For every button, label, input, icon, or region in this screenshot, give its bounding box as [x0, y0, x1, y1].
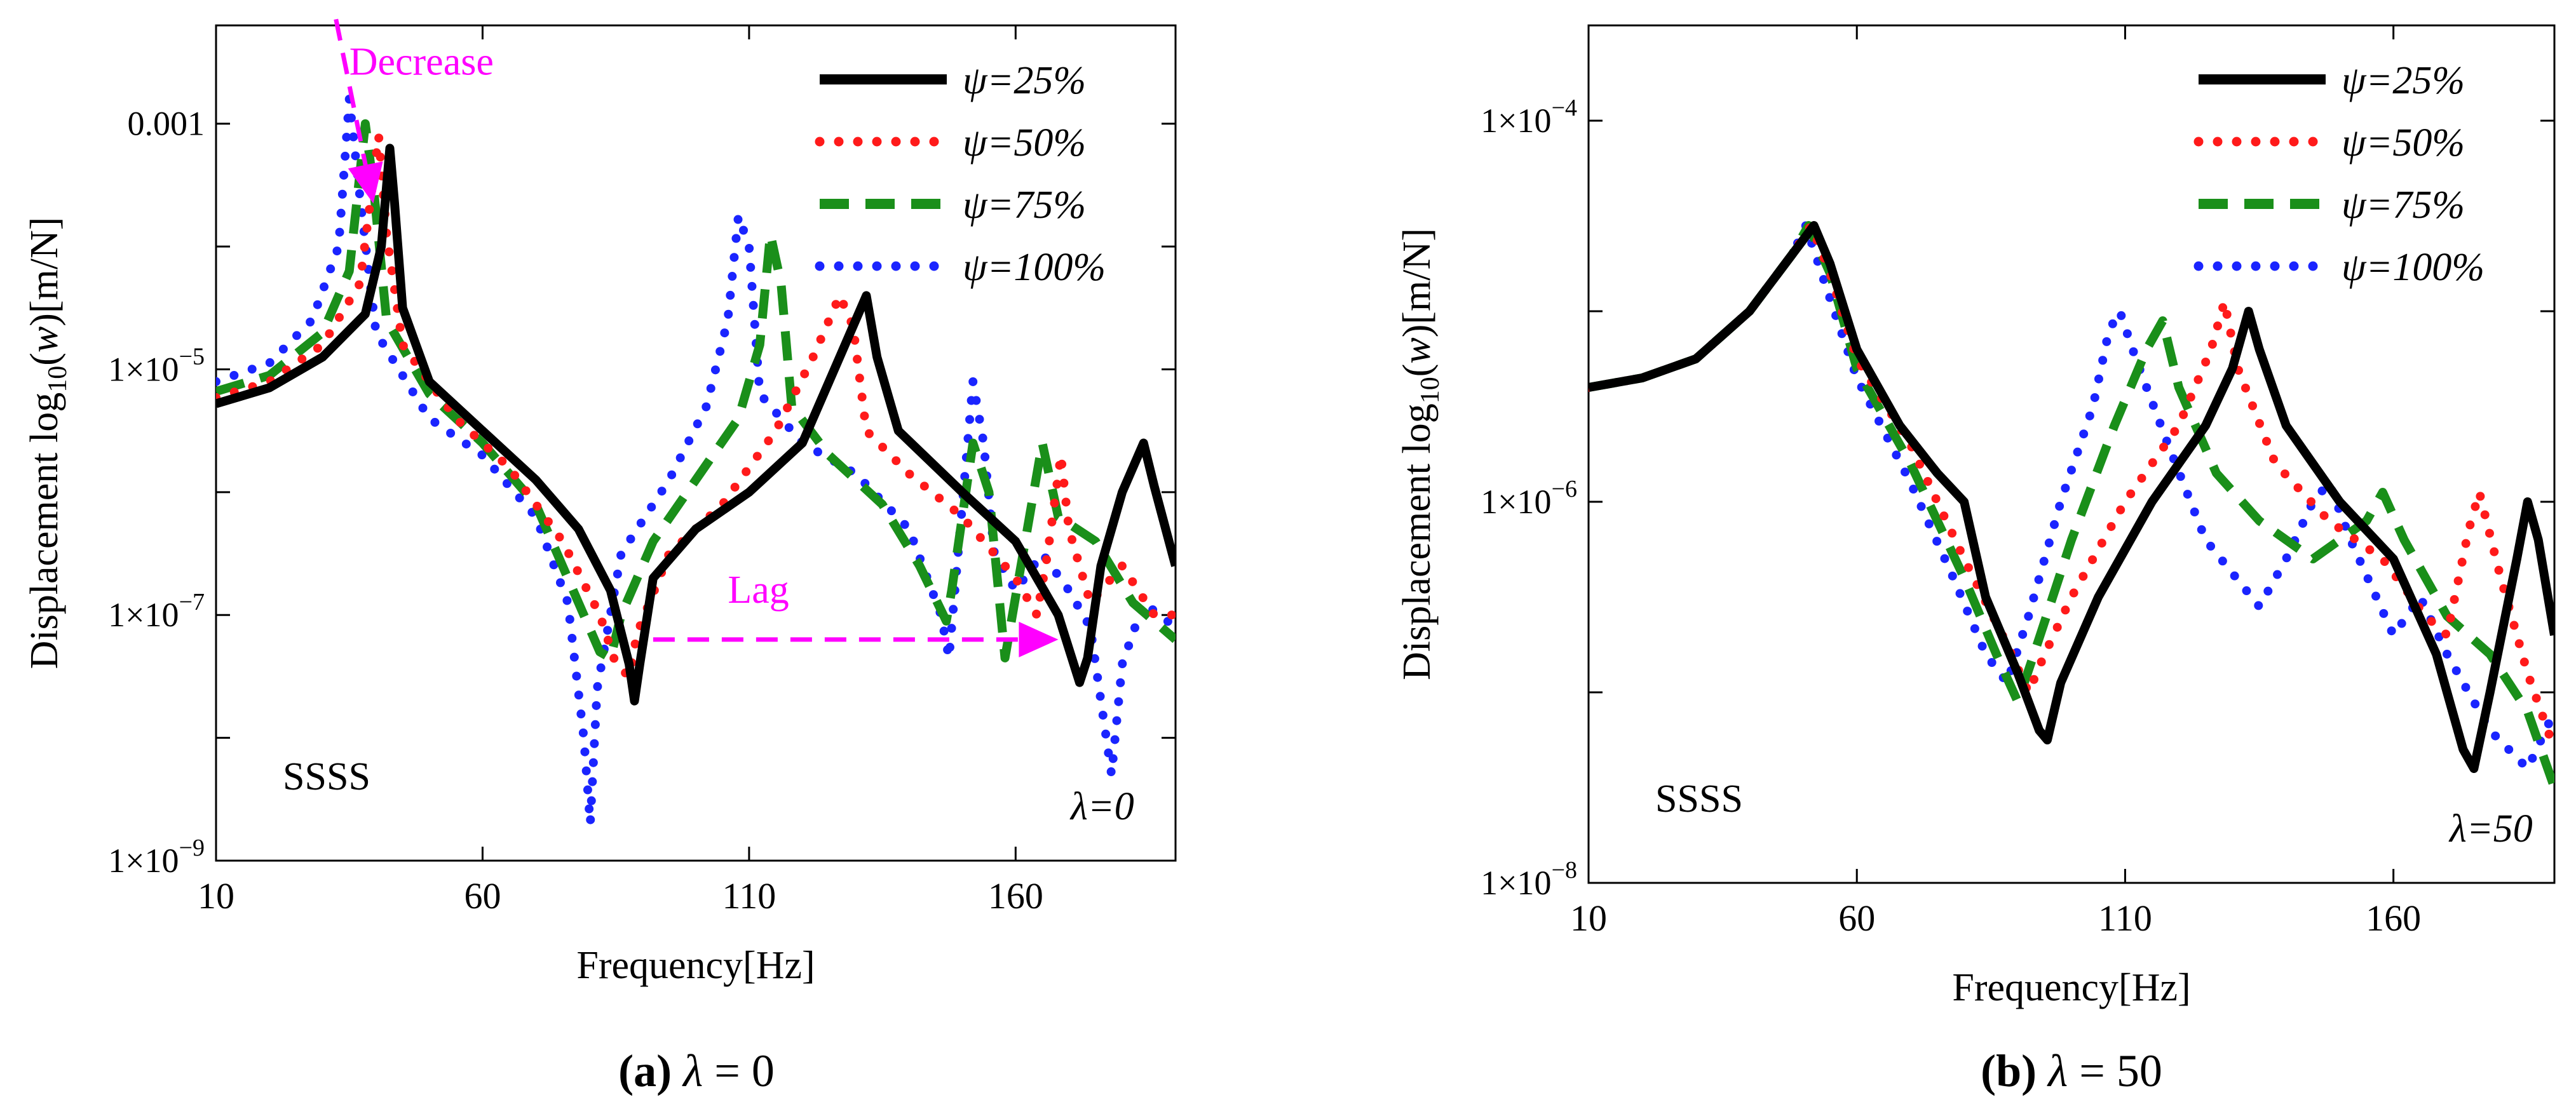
y-axis-label: Displacement log10(w)[m/N]: [1395, 228, 1445, 680]
y-axis-label-open: (: [23, 353, 66, 366]
y-tick-label: 1×10−6: [1481, 476, 1577, 521]
series-line-75pct: [216, 119, 1176, 662]
y-tick-mantissa: 1×10: [108, 596, 179, 634]
caption-letter: (a): [618, 1045, 672, 1096]
y-axis-label-prefix: Displacement log: [1395, 403, 1439, 680]
series-line-100pct: [216, 95, 1176, 828]
y-axis-label-close: )[m/N]: [23, 217, 66, 326]
panel-caption: (b) λ = 50: [1981, 1045, 2162, 1096]
legend-label: ψ=100%: [2342, 246, 2484, 289]
caption-symbol: λ: [2047, 1045, 2068, 1096]
y-tick-label: 1×10−7: [108, 589, 205, 634]
y-axis-label: Displacement log10(w)[m/N]: [23, 217, 72, 669]
series-line-25pct: [216, 144, 1176, 706]
y-tick-mantissa: 1×10: [1481, 483, 1551, 521]
annotation-label: Decrease: [349, 40, 494, 83]
x-tick-label: 160: [988, 875, 1043, 917]
x-tick-label: 110: [722, 875, 776, 917]
legend-label: ψ=50%: [2342, 121, 2465, 165]
annotation-label: Lag: [728, 568, 789, 612]
caption-space: [672, 1045, 683, 1096]
caption-equation: = 0: [714, 1045, 775, 1096]
x-tick-label: 10: [198, 875, 234, 917]
panel-caption: (a) λ = 0: [618, 1045, 775, 1096]
series-line-75pct: [1589, 221, 2554, 790]
legend-label: ψ=25%: [2342, 59, 2465, 102]
y-axis-label-var: w: [1395, 337, 1439, 363]
x-axis-label: Frequency[Hz]: [1952, 966, 2190, 1009]
y-tick-mantissa: 0.001: [128, 105, 205, 143]
caption-letter: (b): [1981, 1045, 2037, 1096]
x-axis-label: Frequency[Hz]: [576, 944, 815, 987]
x-tick-label: 10: [1570, 897, 1607, 939]
y-tick-label: 1×10−9: [108, 835, 205, 880]
annotation-arrow-shaft: [334, 18, 368, 166]
caption-space: [703, 1045, 714, 1096]
y-axis-label-sub: 10: [1416, 377, 1445, 403]
x-tick-label: 160: [2366, 897, 2421, 939]
legend-label: ψ=75%: [2342, 184, 2465, 227]
y-tick-mantissa: 1×10: [108, 350, 179, 388]
y-axis-label-prefix: Displacement log: [23, 393, 66, 669]
series-line-25pct: [1589, 221, 2554, 773]
y-tick-exponent: −6: [1552, 476, 1577, 502]
x-tick-label: 60: [1838, 897, 1875, 939]
caption-space: [2068, 1045, 2079, 1096]
boundary-label: SSSS: [1655, 777, 1743, 821]
y-tick-label: 0.001: [128, 105, 205, 143]
x-tick-label: 110: [2098, 897, 2152, 939]
y-tick-mantissa: 1×10: [1481, 102, 1551, 140]
y-tick-exponent: −5: [179, 343, 205, 370]
plot-frame: [1587, 24, 2556, 884]
series-line-50pct: [216, 131, 1176, 681]
series-line-100pct: [1589, 221, 2554, 773]
y-axis-label-var: w: [23, 326, 66, 353]
plot-frame: [215, 24, 1177, 862]
legend-label: ψ=100%: [963, 246, 1106, 289]
y-tick-exponent: −7: [179, 589, 205, 615]
y-tick-exponent: −8: [1552, 857, 1577, 884]
y-tick-label: 1×10−4: [1481, 95, 1577, 140]
chart-panel-a: 10 60 110 1600.0011×10−51×10−71×10−9Frequen…: [23, 18, 1177, 1096]
chart-panel-b: 10 60 110 1601×10−41×10−61×10−8Frequency[Hz…: [1395, 24, 2556, 1096]
series-line-50pct: [1589, 221, 2554, 754]
y-tick-label: 1×10−8: [1481, 857, 1577, 902]
annotation-arrow-head: [348, 161, 383, 204]
y-axis-label-sub: 10: [43, 366, 72, 393]
parameter-label: λ=50: [2448, 807, 2533, 850]
caption-equation: = 50: [2079, 1045, 2162, 1096]
y-tick-exponent: −4: [1552, 95, 1577, 121]
boundary-label: SSSS: [283, 755, 370, 798]
legend-label: ψ=50%: [963, 121, 1086, 165]
y-tick-exponent: −9: [179, 835, 205, 861]
caption-space: [2037, 1045, 2048, 1096]
parameter-label: λ=0: [1069, 785, 1134, 828]
y-axis-label-close: )[m/N]: [1395, 228, 1439, 337]
y-tick-label: 1×10−5: [108, 343, 205, 388]
legend-label: ψ=75%: [963, 184, 1086, 227]
legend-label: ψ=25%: [963, 59, 1086, 102]
x-tick-label: 60: [464, 875, 501, 917]
y-axis-label-open: (: [1395, 364, 1439, 377]
y-tick-mantissa: 1×10: [108, 842, 179, 880]
caption-symbol: λ: [682, 1045, 703, 1096]
y-tick-mantissa: 1×10: [1481, 864, 1551, 902]
annotation-arrow-head: [1019, 621, 1059, 657]
